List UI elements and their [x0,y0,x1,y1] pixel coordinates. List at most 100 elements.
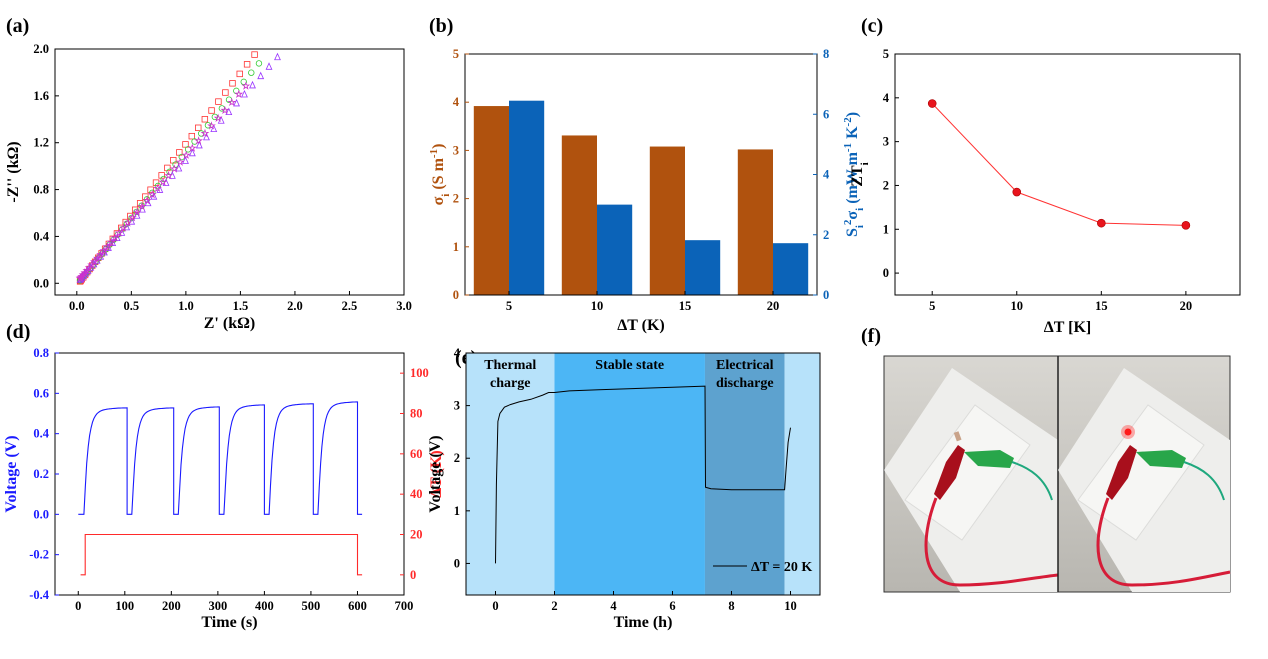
chart-b-x-tick-label: 15 [679,299,692,313]
chart-a-point [123,218,133,227]
chart-b-yr-tick-label: 2 [823,228,829,242]
chart-a-point [160,175,167,183]
chart-e-y-tick-label: 1 [454,504,460,518]
chart-a-point [158,177,168,186]
chart-e-region [784,353,820,595]
chart-a-point [188,132,196,140]
chart-a-point [170,157,177,164]
chart-d-yr-tick-label: 0 [410,568,416,582]
chart-a-point [265,62,273,70]
panel-label-d: (d) [6,321,30,343]
green-clip-left [964,450,1014,468]
chart-c-line [931,103,1186,226]
chart-d-x-tick-label: 400 [255,599,274,613]
chart-e-region [554,353,705,595]
chart-a-nyquist: 0.0 0.5 1.0 1.5 2.0 2.5 3.0 0.0 0.4 0.8 1.2 1.6 2.0 Z… [5,42,412,332]
chart-a-xlabel: Z' (kΩ) [204,315,255,332]
paper-fold-left [904,404,1031,541]
chart-d-yl-tick-label: 0.0 [33,507,49,521]
chart-a-point [114,228,124,237]
chart-e-x-tick-label: 2 [551,599,557,613]
chart-d-x-tick-label: 0 [75,599,81,613]
chart-c-xlabel: ΔT [K] [1044,319,1092,336]
chart-e-x-tick-label: 8 [728,599,734,613]
chart-d-yl-tick-label: 0.4 [33,427,49,441]
panel-label-c: (c) [861,15,883,37]
chart-c-y-tick-label: 5 [883,47,889,61]
chart-a-frame [54,48,405,296]
chart-a-point [164,164,171,172]
chart-a-point [249,80,256,89]
chart-a-point [123,220,131,227]
red-wire-right [1096,497,1231,587]
chart-a-y-tick-label: 0.0 [33,276,49,290]
chart-e-region [466,353,555,595]
chart-a-point [251,51,258,58]
chart-d-yl-tick-label: 0.8 [33,346,49,360]
chart-d-yl-tick-label: 0.2 [33,467,49,481]
chart-a-point [147,186,154,193]
chart-a-point [208,107,215,114]
chart-a-point [164,171,174,180]
chart-e-ylabel: Voltage (V) [427,435,444,512]
chart-a-point [200,128,210,138]
photo-left [884,368,1059,592]
chart-a-point [243,61,251,68]
chart-b-bar-right [773,243,809,295]
chart-d-ylabel-right: ΔT (K) [428,450,445,498]
red-wire-left [924,497,1059,587]
chart-e-y-tick-label: 3 [454,399,460,413]
chart-b-yr-tick-label: 6 [823,107,829,121]
chart-a-y-tick-label: 1.2 [33,136,49,150]
chart-e-x-tick-label: 4 [610,599,617,613]
chart-a-x-tick-label: 0.5 [124,299,140,313]
chart-d-x-tick-label: 500 [302,599,321,613]
chart-b-yl-tick-label: 0 [453,288,459,302]
chart-e-x-tick-label: 0 [492,599,498,613]
chart-e-region-label: charge [490,376,530,391]
chart-a-point [175,157,185,166]
chart-d-ylabel-left: Voltage (V) [3,435,20,512]
chart-c-point [1012,187,1022,197]
chart-a-point [133,211,141,219]
chart-b-yr-tick-label: 0 [823,288,829,302]
chart-a-point [87,260,97,269]
chart-c-point [1181,221,1191,230]
chart-b-bar-right [597,204,633,295]
chart-d-x-tick-label: 300 [208,599,227,613]
chart-c-y-tick-label: 3 [883,135,889,149]
chart-a-point [222,89,229,96]
chart-c-y-tick-label: 0 [883,266,889,280]
chart-d-frame [54,352,405,596]
chart-e-y-tick-label: 4 [454,346,461,360]
chart-a-point [169,164,179,173]
panel-label-f: (f) [861,325,881,347]
chart-a-y-tick-label: 0.8 [33,183,49,197]
chart-a-point [154,182,162,190]
chart-a-point [128,213,137,222]
chart-a-point [227,97,237,107]
chart-d-yr-tick-label: 60 [410,447,423,461]
chart-a-point [118,228,126,236]
chart-a-point [142,196,152,205]
chart-a-point [172,161,179,168]
chart-a-point [110,233,120,242]
chart-a-point [201,116,209,123]
chart-c-ylabel: ZTi [849,162,871,186]
chart-a-point [103,242,112,251]
chart-b-yl-tick-label: 1 [453,240,459,254]
chart-a-point [248,69,255,76]
chart-c-frame [894,53,1241,296]
chart-a-point [195,124,202,131]
photo-led-demo [883,355,1231,593]
chart-a-point [153,183,162,193]
chart-c-point [927,99,937,108]
chart-e-voltage-line [495,385,791,564]
chart-e-y-tick-label: 0 [454,556,460,570]
chart-a-point [181,150,191,159]
chart-a-point [147,190,157,199]
chart-e-x-tick-label: 6 [669,599,675,613]
chart-b-yr-tick-label: 4 [823,168,830,182]
chart-b-yl-tick-label: 3 [453,143,459,157]
chart-a-point [106,237,116,246]
